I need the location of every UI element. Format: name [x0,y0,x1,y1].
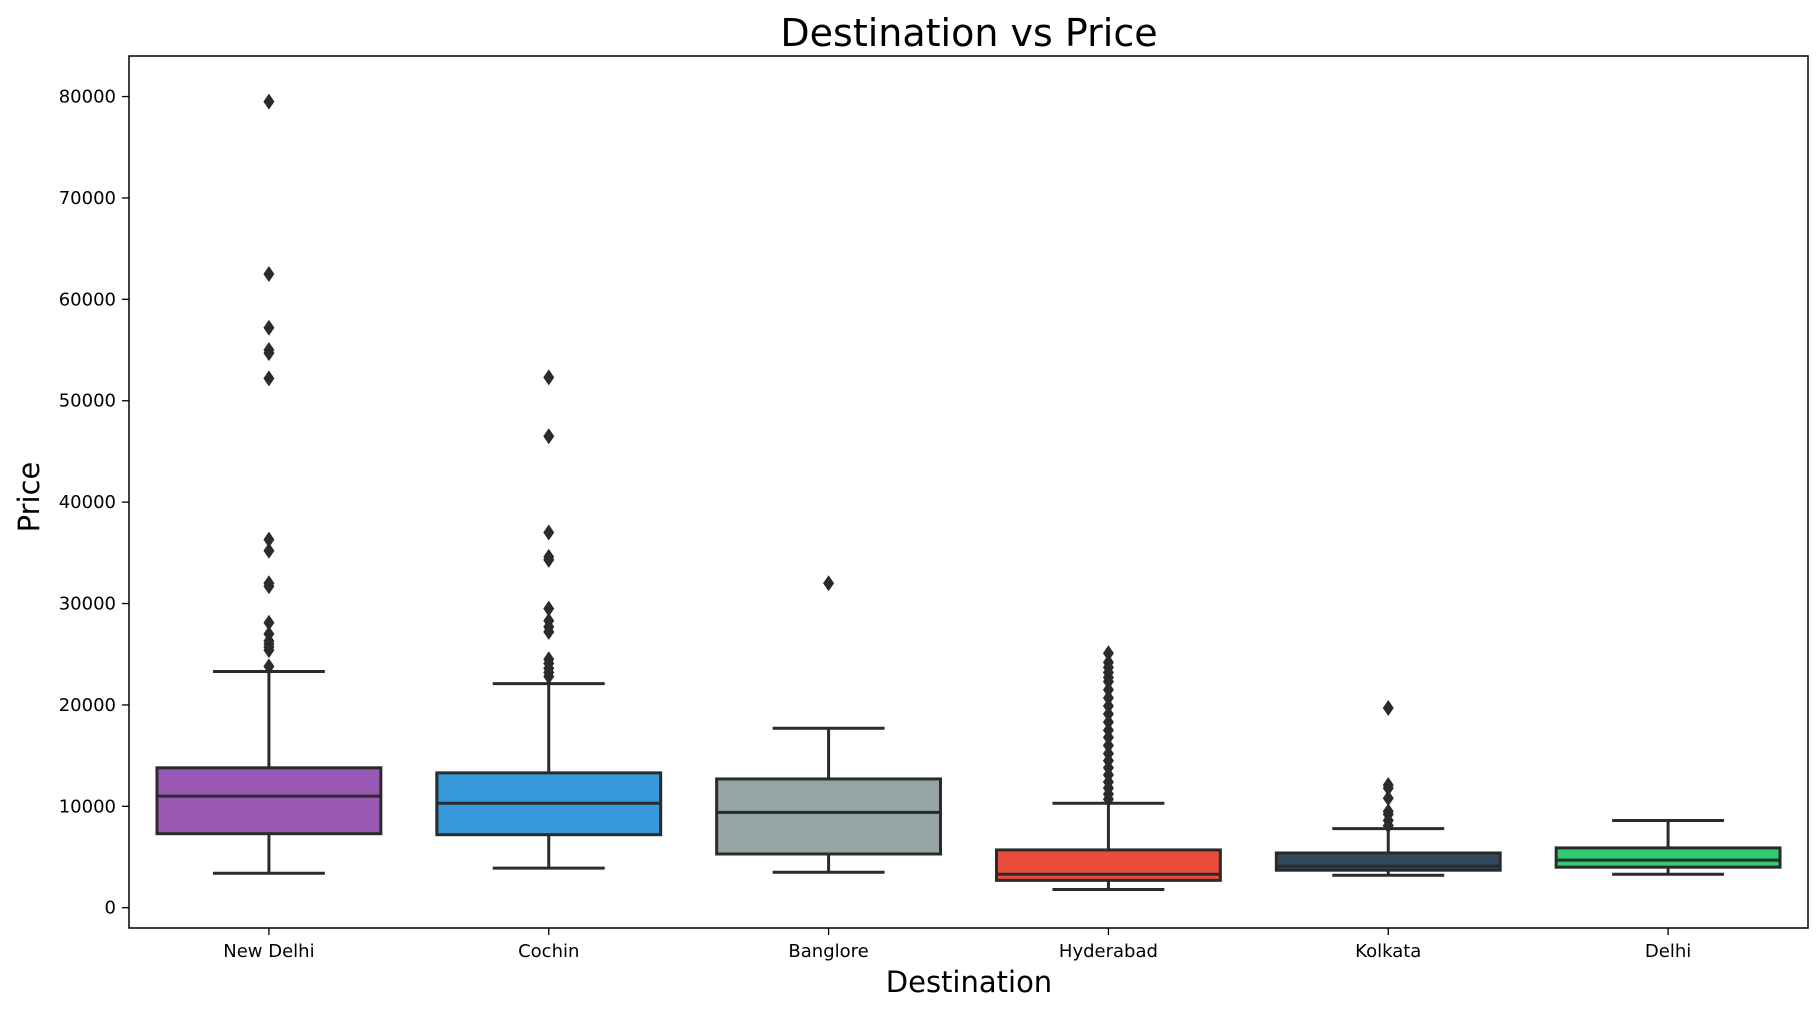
x-tick-label: New Delhi [223,941,314,962]
y-tick-label: 80000 [59,87,116,108]
outlier-point [1382,699,1394,716]
outlier-point [263,542,275,559]
box-delhi [1554,846,1782,869]
outlier-point [1102,645,1114,662]
box-banglore [715,777,943,856]
chart-title: Destination vs Price [780,11,1157,55]
outlier-point [1102,681,1114,698]
x-tick-label: Cochin [518,941,579,962]
outlier-point [823,575,835,592]
plot-frame [128,55,1809,929]
outlier-point [1102,654,1114,671]
outlier-point [1382,803,1394,820]
outlier-point [543,524,555,541]
outlier-point [543,369,555,386]
y-tick-label: 20000 [59,695,116,716]
outlier-point [263,531,275,548]
x-tick-label: Kolkata [1355,941,1421,962]
outlier-point [543,651,555,668]
outlier-point [263,575,275,592]
outlier-point [1102,714,1114,731]
outlier-point [1102,722,1114,739]
x-tick-label: Delhi [1645,941,1691,962]
outlier-point [543,600,555,617]
y-tick-label: 60000 [59,289,116,310]
outlier-point [263,319,275,336]
outlier-point [263,614,275,631]
y-tick-label: 0 [105,898,116,919]
plot-area: 0 10000 20000 30000 40000 50000 60000 70000 8000… [59,87,1782,962]
box-hyderabad [994,848,1222,882]
outlier-point [1102,737,1114,754]
outlier-point [263,370,275,387]
outlier-point [1102,697,1114,714]
y-axis-label: Price [12,462,46,533]
x-tick-label: Banglore [788,941,868,962]
outlier-point [263,342,275,359]
outlier-point [1102,745,1114,762]
y-tick-label: 30000 [59,594,116,615]
y-tick-label: 70000 [59,188,116,209]
outlier-point [263,93,275,110]
outlier-point [543,428,555,445]
y-tick-label: 40000 [59,492,116,513]
outlier-point [1102,706,1114,723]
x-axis-label: Destination [886,965,1052,999]
box-new-delhi [155,766,383,836]
outlier-point [1382,790,1394,807]
outlier-point [1102,689,1114,706]
outlier-point [263,266,275,282]
y-tick-label: 50000 [59,391,116,412]
outlier-point [543,548,555,565]
x-tick-label: Hyderabad [1059,941,1158,962]
outlier-point [263,658,275,675]
outlier-point [263,625,275,642]
outlier-point [1382,777,1394,794]
y-tick-label: 10000 [59,796,116,817]
outlier-point [543,612,555,629]
